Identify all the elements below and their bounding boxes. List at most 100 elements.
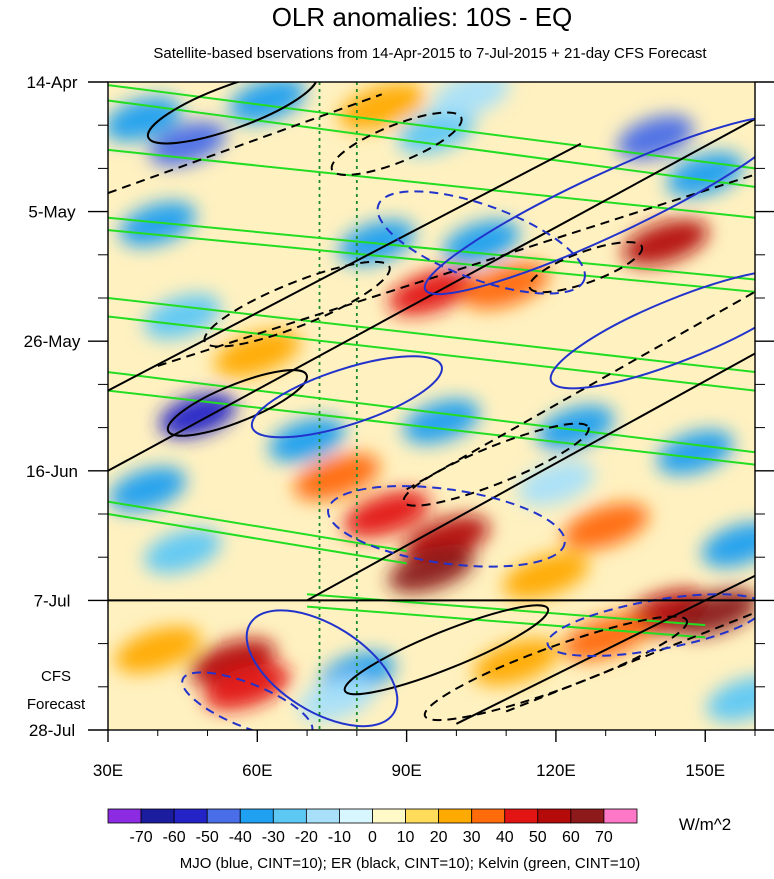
y-tick-label: 5-May	[28, 203, 76, 222]
colorbar-swatch	[107, 808, 142, 824]
colorbar-swatch	[603, 808, 638, 824]
colorbar-label: 30	[463, 829, 481, 846]
er-contour	[108, 93, 383, 195]
y-tick-label: 26-May	[24, 332, 81, 351]
er-contour	[528, 241, 644, 294]
anomaly-cell	[562, 614, 649, 661]
y-tick-label: 7-Jul	[34, 591, 71, 610]
contour-layer	[108, 82, 755, 730]
colorbar-swatch	[471, 808, 506, 824]
colorbar-swatch	[372, 808, 406, 824]
mjo-contour	[245, 609, 399, 728]
y-axis: 14-Apr 5-May 26-May 16-Jun 7-Jul 28-Jul	[24, 73, 774, 740]
anomaly-cell	[622, 219, 709, 266]
colorbar-swatch	[504, 808, 539, 824]
colorbar-label: 0	[368, 829, 377, 846]
anomaly-cell	[298, 676, 376, 722]
er-contour	[343, 604, 550, 696]
anomaly-cell	[517, 460, 595, 506]
colorbar-swatch	[438, 808, 473, 824]
kelvin-contour	[108, 99, 755, 188]
chart-caption: MJO (blue, CINT=10); ER (black, CINT=10)…	[180, 855, 641, 872]
colorbar-label: -30	[262, 829, 285, 846]
colorbar-swatch	[239, 808, 274, 824]
anomaly-cell	[149, 121, 226, 167]
mjo-contour	[423, 115, 755, 296]
colorbar-swatch	[537, 808, 572, 824]
kelvin-contour	[108, 513, 407, 565]
er-contour	[108, 118, 755, 472]
x-tick-label: 90E	[391, 761, 421, 780]
x-tick-label: 150E	[685, 761, 725, 780]
anomaly-cell	[656, 429, 734, 475]
kelvin-contour	[108, 229, 755, 293]
er-contour	[166, 369, 308, 437]
anomaly-cell	[144, 528, 222, 574]
y-tick-label: 14-Apr	[26, 73, 77, 92]
anomaly-cell	[473, 638, 560, 686]
colorbar-label: 60	[562, 829, 580, 846]
anomaly-cell	[388, 546, 475, 593]
er-contour	[423, 615, 689, 722]
mjo-contour	[376, 190, 586, 295]
forecast-label-line-2: Forecast	[27, 696, 86, 713]
anomaly-cell	[706, 676, 755, 722]
chart-title: OLR anomalies: 10S - EQ	[272, 2, 573, 32]
plot-area	[108, 82, 755, 730]
x-axis: 30E 60E 90E 120E 150E	[93, 730, 756, 780]
kelvin-contour	[108, 389, 755, 466]
colorbar-label: -60	[163, 829, 186, 846]
anomaly-cell	[388, 268, 475, 316]
mjo-contour	[181, 671, 314, 730]
colorbar-label: 10	[397, 829, 415, 846]
colorbar-swatch	[305, 808, 340, 824]
er-contour	[406, 290, 755, 491]
anomaly-cell	[562, 503, 649, 550]
colorbar-label: -70	[130, 829, 153, 846]
colorbar-swatch	[339, 808, 373, 824]
colorbar-label: 50	[529, 829, 547, 846]
colorbar-swatch	[570, 808, 605, 824]
anomaly-cell	[119, 201, 197, 247]
mjo-contour	[327, 485, 566, 568]
x-tick-label: 60E	[242, 761, 272, 780]
plot-frame	[107, 81, 756, 731]
anomaly-cell	[666, 152, 744, 198]
kelvin-contour	[108, 500, 407, 553]
colorbar-label: 40	[496, 829, 514, 846]
kelvin-contour	[108, 315, 755, 392]
colorbar: -70 -60 -50 -40 -30 -20 -10 0 10 20 30 40 50 60 70	[107, 808, 638, 846]
er-contour	[146, 82, 318, 145]
chart-subtitle: Satellite-based bservations from 14-Apr-…	[153, 45, 707, 62]
anomaly-cell	[617, 115, 694, 160]
anomaly-cell	[537, 405, 615, 451]
y-tick-label: 28-Jul	[29, 721, 75, 740]
forecast-label-line-1: CFS	[41, 668, 71, 685]
er-contour	[203, 260, 391, 348]
anomaly-cell	[114, 626, 201, 674]
anomaly-cell	[343, 490, 430, 538]
anomaly-cell	[293, 453, 380, 501]
colorbar-label: -10	[328, 829, 351, 846]
mjo-contour	[250, 355, 443, 439]
colorbar-label: 70	[595, 829, 613, 846]
anomaly-cell	[463, 262, 550, 309]
er-contour	[108, 142, 582, 392]
x-tick-label: 120E	[536, 761, 576, 780]
colorbar-swatch	[140, 808, 175, 824]
er-contour	[402, 422, 590, 507]
x-tick-label: 30E	[93, 761, 123, 780]
colorbar-swatch	[272, 808, 307, 824]
anomaly-cell	[268, 417, 346, 463]
reference-lines	[318, 82, 358, 730]
anomaly-cell	[228, 82, 306, 123]
er-contour	[306, 352, 755, 602]
colorbar-swatch	[206, 808, 241, 824]
colorbar-label: -50	[196, 829, 219, 846]
anomaly-cell	[109, 466, 187, 512]
anomaly-cell	[432, 82, 510, 117]
kelvin-contour	[108, 216, 755, 281]
colorbar-label: -20	[295, 829, 318, 846]
colorbar-swatch	[173, 808, 208, 824]
